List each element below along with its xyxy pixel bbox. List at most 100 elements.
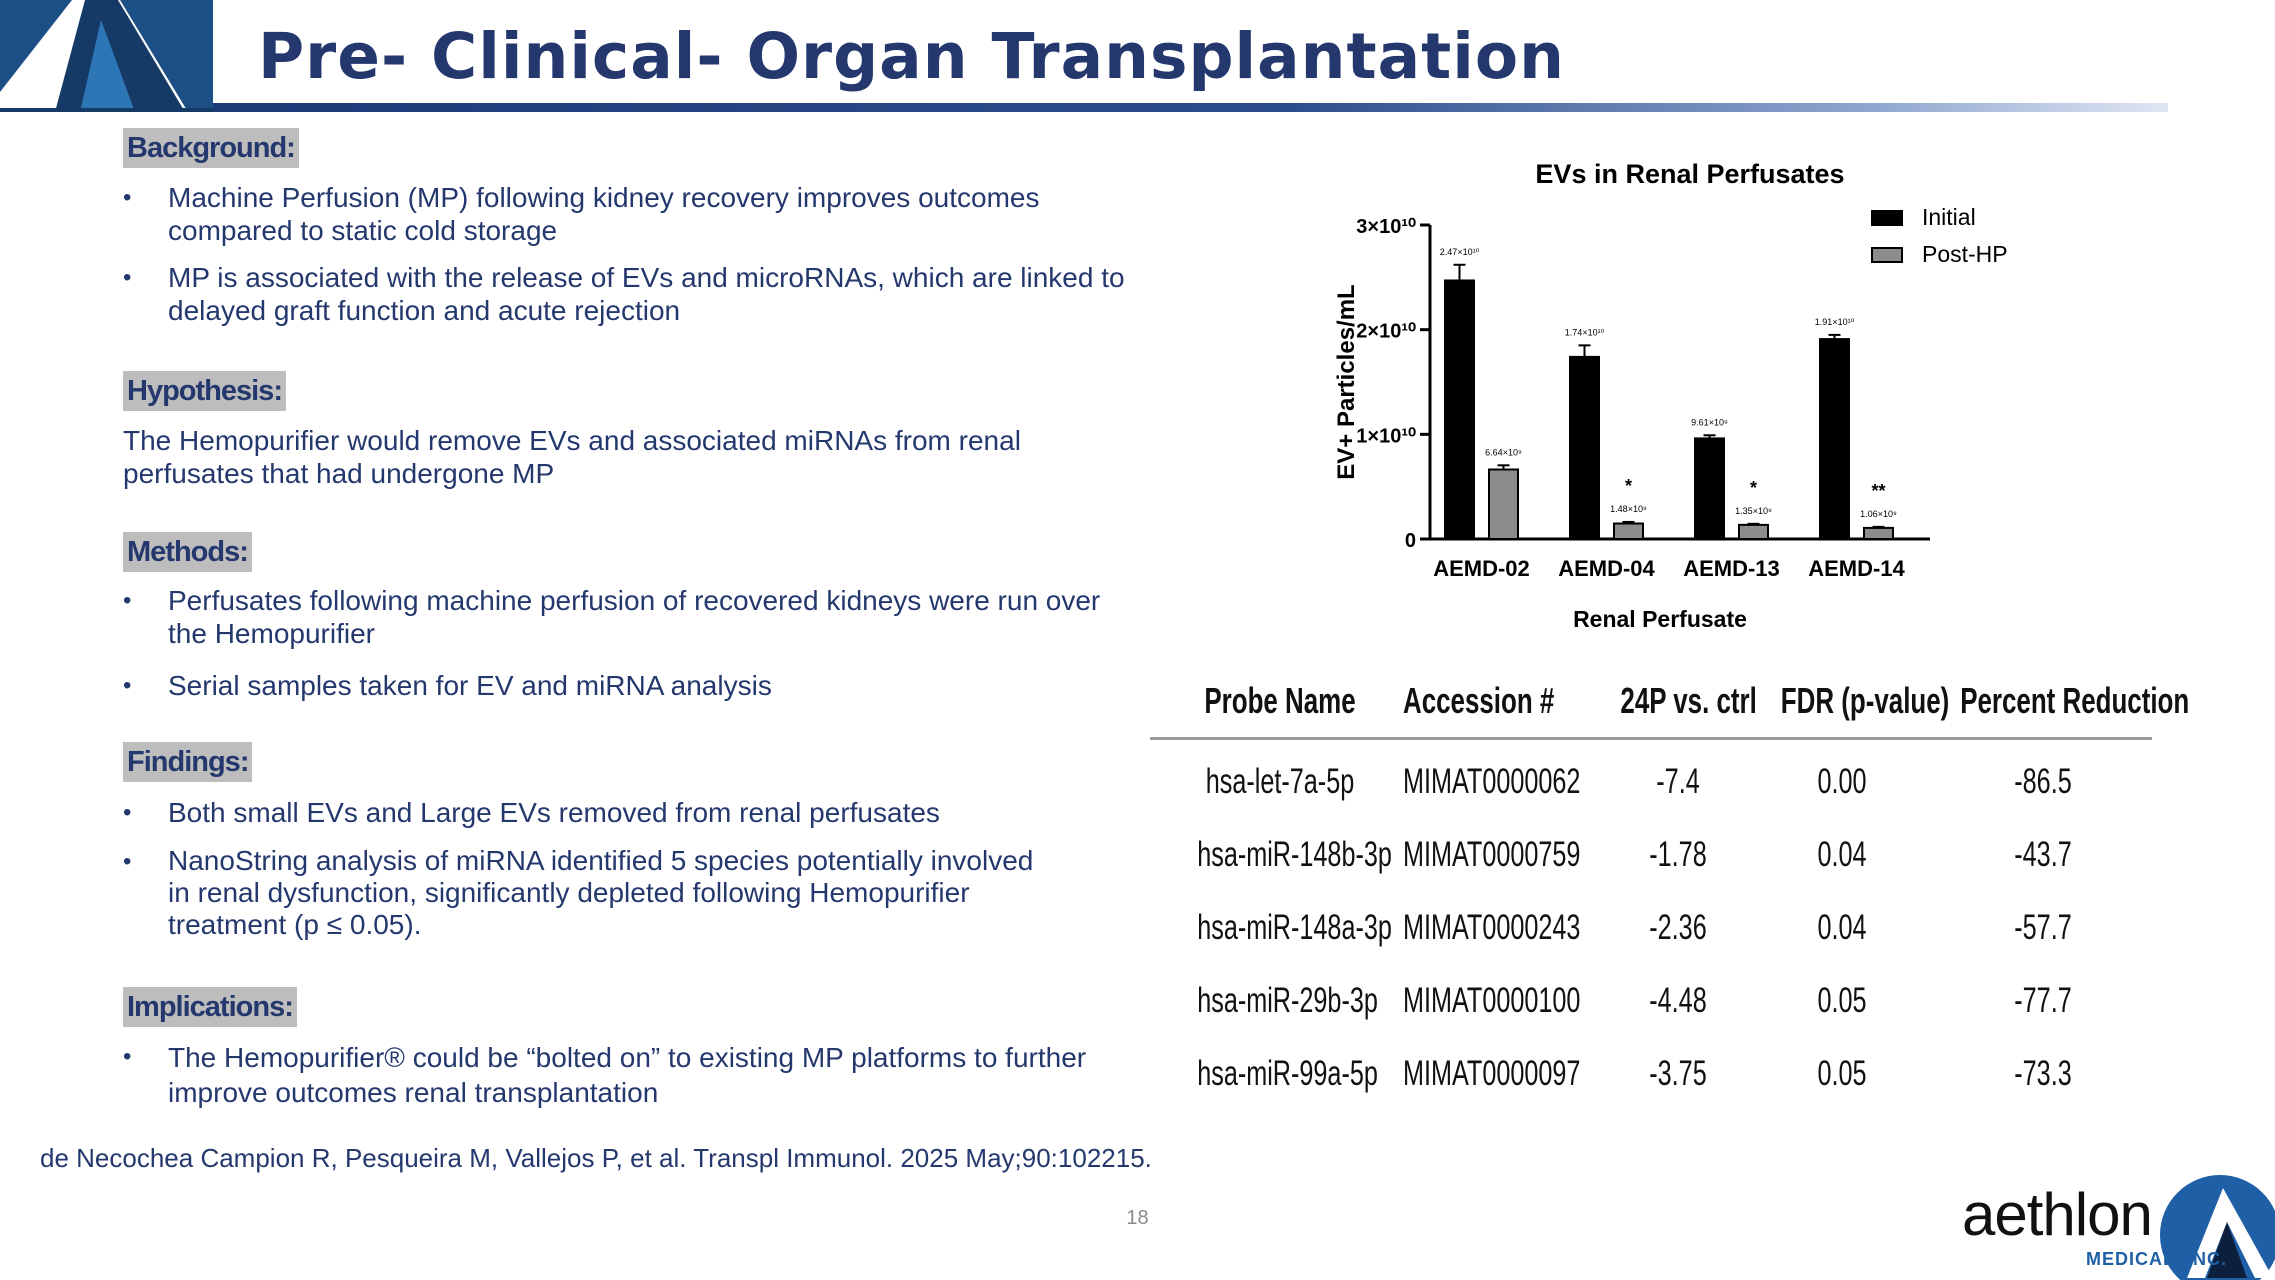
legend-swatch xyxy=(1871,210,1903,226)
table-header-cell: 24P vs. ctrl xyxy=(1620,680,1757,721)
table-cell: MIMAT0000062 xyxy=(1403,762,1581,801)
bullet-text: Machine Perfusion (MP) following kidney … xyxy=(168,182,1040,246)
methods-bullet-2: • Serial samples taken for EV and miRNA … xyxy=(123,669,1123,702)
data-label: 1.35×10⁹ xyxy=(1735,506,1772,516)
legend-swatch xyxy=(1871,247,1903,263)
bullet-marker: • xyxy=(123,264,132,291)
y-tick-label: 1×10¹⁰ xyxy=(1356,425,1416,447)
table-cell: 0.05 xyxy=(1817,1054,1867,1093)
aethlon-logo-word: aethlon xyxy=(1962,1181,2153,1248)
table-cell: MIMAT0000100 xyxy=(1403,981,1581,1020)
bar-post-hp xyxy=(1863,526,1894,541)
aethlon-logo-mark xyxy=(2160,1175,2275,1280)
bar-initial xyxy=(1569,355,1600,540)
table-cell: -57.7 xyxy=(2014,908,2072,947)
data-label: 9.61×10⁹ xyxy=(1691,417,1728,427)
legend-label: Initial xyxy=(1922,204,1976,230)
bar-post-hp xyxy=(1738,523,1769,540)
implications-heading: Implications: xyxy=(123,987,297,1027)
x-tick-label: AEMD-04 xyxy=(1558,556,1655,581)
citation: de Necochea Campion R, Pesqueira M, Vall… xyxy=(40,1143,1152,1173)
table-header-cell: Percent Reduction xyxy=(1960,680,2190,721)
background-bullet-1: • Machine Perfusion (MP) following kidne… xyxy=(123,181,1123,247)
bullet-marker: • xyxy=(123,672,132,699)
table-cell: hsa-miR-148a-3p xyxy=(1197,908,1392,947)
table-header-rule xyxy=(1150,737,2152,740)
findings-bullet-1: • Both small EVs and Large EVs removed f… xyxy=(123,796,1123,829)
findings-heading: Findings: xyxy=(123,742,253,782)
table-cell: -7.4 xyxy=(1656,762,1700,801)
x-tick-label: AEMD-13 xyxy=(1683,556,1780,581)
hypothesis-heading: Hypothesis: xyxy=(123,371,286,411)
y-tick-label: 0 xyxy=(1405,530,1416,552)
bar-post-hp xyxy=(1488,468,1519,541)
bullet-marker: • xyxy=(123,799,132,826)
legend-label: Post-HP xyxy=(1922,241,2008,267)
data-label: 1.48×10⁹ xyxy=(1610,504,1647,514)
findings-bullet-2: • NanoString analysis of miRNA identifie… xyxy=(123,845,1123,941)
data-label: 1.91×10¹⁰ xyxy=(1815,317,1855,327)
y-axis-label: EV+ Particles/mL xyxy=(1333,284,1360,479)
bullet-marker: • xyxy=(123,587,132,614)
bullet-text: The Hemopurifier® could be “bolted on” t… xyxy=(168,1042,1087,1108)
bullet-text: Serial samples taken for EV and miRNA an… xyxy=(168,670,772,701)
table-cell: 0.05 xyxy=(1817,981,1867,1020)
table-cell: -1.78 xyxy=(1649,835,1707,874)
table-cell: 0.04 xyxy=(1817,908,1867,947)
bar-initial xyxy=(1694,437,1725,541)
methods-bullet-1: • Perfusates following machine perfusion… xyxy=(123,584,1123,650)
bar-initial xyxy=(1444,279,1475,540)
table-cell: MIMAT0000097 xyxy=(1403,1054,1581,1093)
background-bullet-2: • MP is associated with the release of E… xyxy=(123,261,1125,327)
bullet-text: Perfusates following machine perfusion o… xyxy=(168,585,1101,649)
table-cell: MIMAT0000243 xyxy=(1403,908,1581,947)
significance-marker: ** xyxy=(1871,481,1885,501)
implications-bullet-1: • The Hemopurifier® could be “bolted on”… xyxy=(123,1040,1123,1110)
data-label: 1.06×10⁹ xyxy=(1860,509,1897,519)
table-cell: -86.5 xyxy=(2014,762,2072,801)
methods-heading: Methods: xyxy=(123,532,252,572)
table-header-cell: Probe Name xyxy=(1204,680,1356,721)
bullet-marker: • xyxy=(123,184,132,211)
table-cell: MIMAT0000759 xyxy=(1403,835,1581,874)
table-header-cell: Accession # xyxy=(1403,680,1555,721)
table-cell: -43.7 xyxy=(2014,835,2072,874)
title-underline xyxy=(213,103,2168,112)
hypothesis-text: The Hemopurifier would remove EVs and as… xyxy=(123,425,1021,489)
company-logo-mark xyxy=(0,0,213,112)
bar-post-hp xyxy=(1613,522,1644,541)
table-cell: hsa-miR-29b-3p xyxy=(1197,981,1378,1020)
bar-initial xyxy=(1819,338,1850,540)
bullet-text: NanoString analysis of miRNA identified … xyxy=(168,845,1034,940)
y-tick-label: 3×10¹⁰ xyxy=(1356,216,1416,238)
table-cell: hsa-miR-99a-5p xyxy=(1197,1054,1378,1093)
significance-marker: * xyxy=(1750,478,1757,498)
bullet-marker: • xyxy=(123,848,132,875)
y-tick-label: 2×10¹⁰ xyxy=(1356,321,1416,343)
bullet-text: Both small EVs and Large EVs removed fro… xyxy=(168,797,940,828)
x-tick-label: AEMD-14 xyxy=(1808,556,1905,581)
table-cell: -77.7 xyxy=(2014,981,2072,1020)
background-heading: Background: xyxy=(123,128,299,168)
data-label: 1.74×10¹⁰ xyxy=(1565,327,1605,337)
page-number: 18 xyxy=(1126,1207,1149,1229)
bullet-marker: • xyxy=(123,1043,132,1070)
table-cell: hsa-let-7a-5p xyxy=(1205,762,1355,801)
aethlon-logo-subtitle: MEDICAL, INC. xyxy=(2086,1249,2227,1269)
data-label: 2.47×10¹⁰ xyxy=(1440,247,1480,257)
x-tick-label: AEMD-02 xyxy=(1433,556,1530,581)
significance-marker: * xyxy=(1625,476,1632,496)
table-cell: hsa-miR-148b-3p xyxy=(1197,835,1392,874)
table-cell: -2.36 xyxy=(1649,908,1707,947)
table-cell: 0.00 xyxy=(1817,762,1867,801)
table-cell: -73.3 xyxy=(2014,1054,2072,1093)
bullet-text: MP is associated with the release of EVs… xyxy=(168,262,1125,326)
slide-title: Pre- Clinical- Organ Transplantation xyxy=(258,20,1565,93)
x-axis-label: Renal Perfusate xyxy=(1573,606,1747,632)
data-label: 6.64×10⁹ xyxy=(1485,447,1522,457)
chart-title: EVs in Renal Perfusates xyxy=(1535,159,1844,189)
table-header-cell: FDR (p-value) xyxy=(1780,680,1950,721)
ev-bar-chart: EVs in Renal Perfusates EV+ Particles/mL R… xyxy=(1333,159,2008,632)
table-cell: -3.75 xyxy=(1649,1054,1707,1093)
table-cell: -4.48 xyxy=(1649,981,1707,1020)
